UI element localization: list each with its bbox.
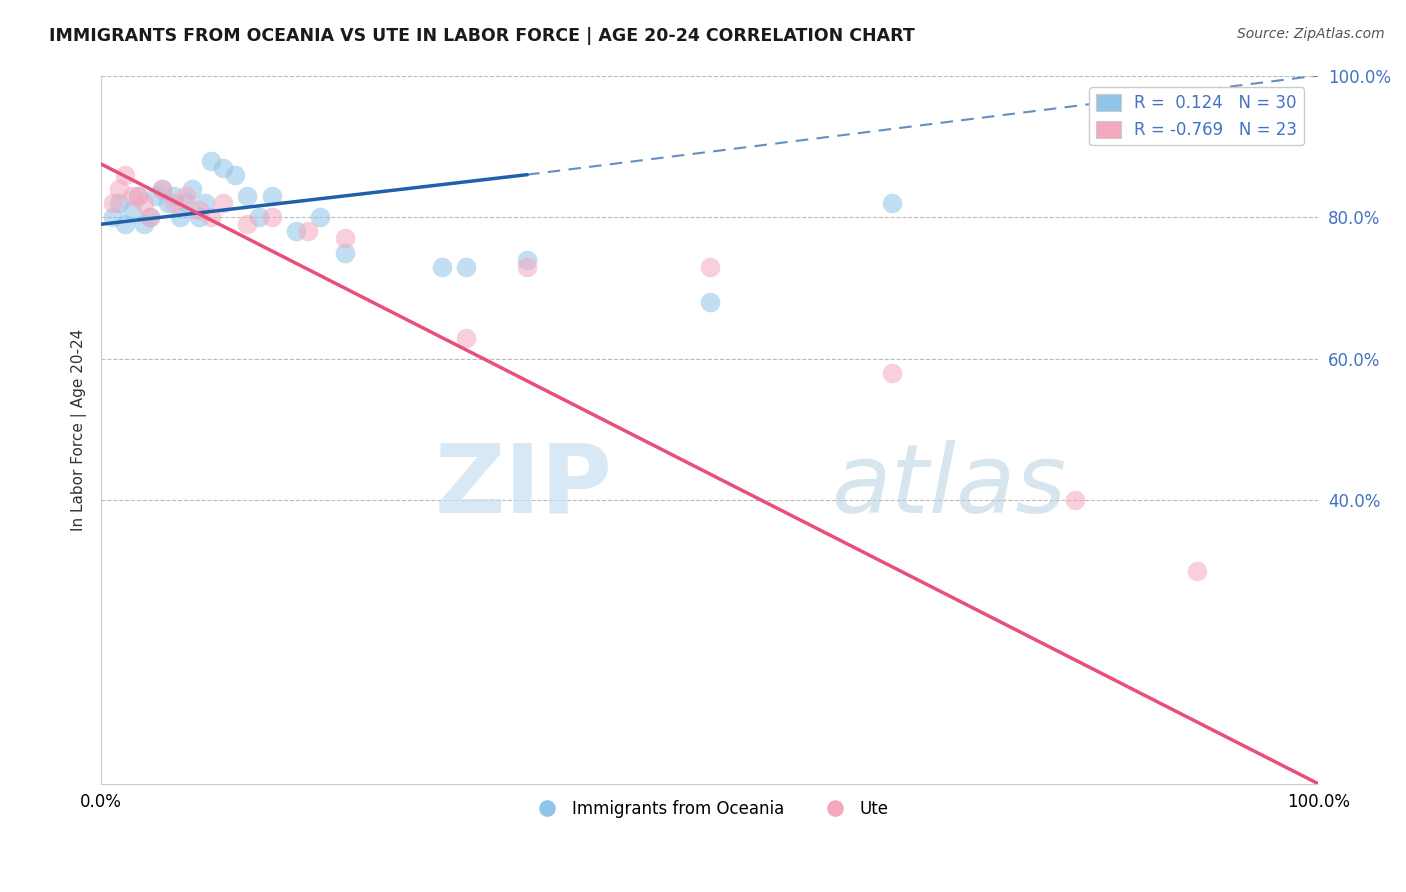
Point <box>456 260 478 274</box>
Point <box>127 189 149 203</box>
Point <box>132 196 155 211</box>
Point <box>150 182 173 196</box>
Text: IMMIGRANTS FROM OCEANIA VS UTE IN LABOR FORCE | AGE 20-24 CORRELATION CHART: IMMIGRANTS FROM OCEANIA VS UTE IN LABOR … <box>49 27 915 45</box>
Legend: Immigrants from Oceania, Ute: Immigrants from Oceania, Ute <box>524 794 896 825</box>
Point <box>260 189 283 203</box>
Point <box>163 189 186 203</box>
Point <box>187 203 209 218</box>
Text: Source: ZipAtlas.com: Source: ZipAtlas.com <box>1237 27 1385 41</box>
Point <box>121 189 143 203</box>
Point <box>114 168 136 182</box>
Point <box>456 330 478 344</box>
Point <box>157 196 180 211</box>
Point <box>127 189 149 203</box>
Point <box>333 245 356 260</box>
Point <box>516 260 538 274</box>
Point <box>699 295 721 310</box>
Point <box>169 210 191 224</box>
Point <box>194 196 217 211</box>
Point <box>297 224 319 238</box>
Point <box>211 161 233 175</box>
Point <box>430 260 453 274</box>
Point <box>333 231 356 245</box>
Point <box>108 196 131 211</box>
Point <box>284 224 307 238</box>
Point <box>121 203 143 218</box>
Point <box>882 196 904 211</box>
Point <box>181 182 204 196</box>
Point <box>236 189 259 203</box>
Point <box>699 260 721 274</box>
Point <box>176 189 198 203</box>
Point <box>211 196 233 211</box>
Point <box>176 196 198 211</box>
Point <box>260 210 283 224</box>
Point <box>516 252 538 267</box>
Y-axis label: In Labor Force | Age 20-24: In Labor Force | Age 20-24 <box>72 328 87 531</box>
Text: atlas: atlas <box>831 440 1066 533</box>
Point <box>200 210 222 224</box>
Point <box>132 217 155 231</box>
Point <box>145 189 167 203</box>
Point <box>187 210 209 224</box>
Point <box>1185 564 1208 578</box>
Point <box>163 196 186 211</box>
Point <box>108 182 131 196</box>
Point <box>103 196 125 211</box>
Point <box>200 153 222 168</box>
Point <box>114 217 136 231</box>
Point <box>1063 493 1085 508</box>
Point <box>139 210 162 224</box>
Point <box>309 210 332 224</box>
Point <box>882 366 904 380</box>
Point <box>139 210 162 224</box>
Point <box>236 217 259 231</box>
Point <box>247 210 270 224</box>
Text: ZIP: ZIP <box>434 440 613 533</box>
Point <box>103 210 125 224</box>
Point <box>224 168 246 182</box>
Point <box>150 182 173 196</box>
